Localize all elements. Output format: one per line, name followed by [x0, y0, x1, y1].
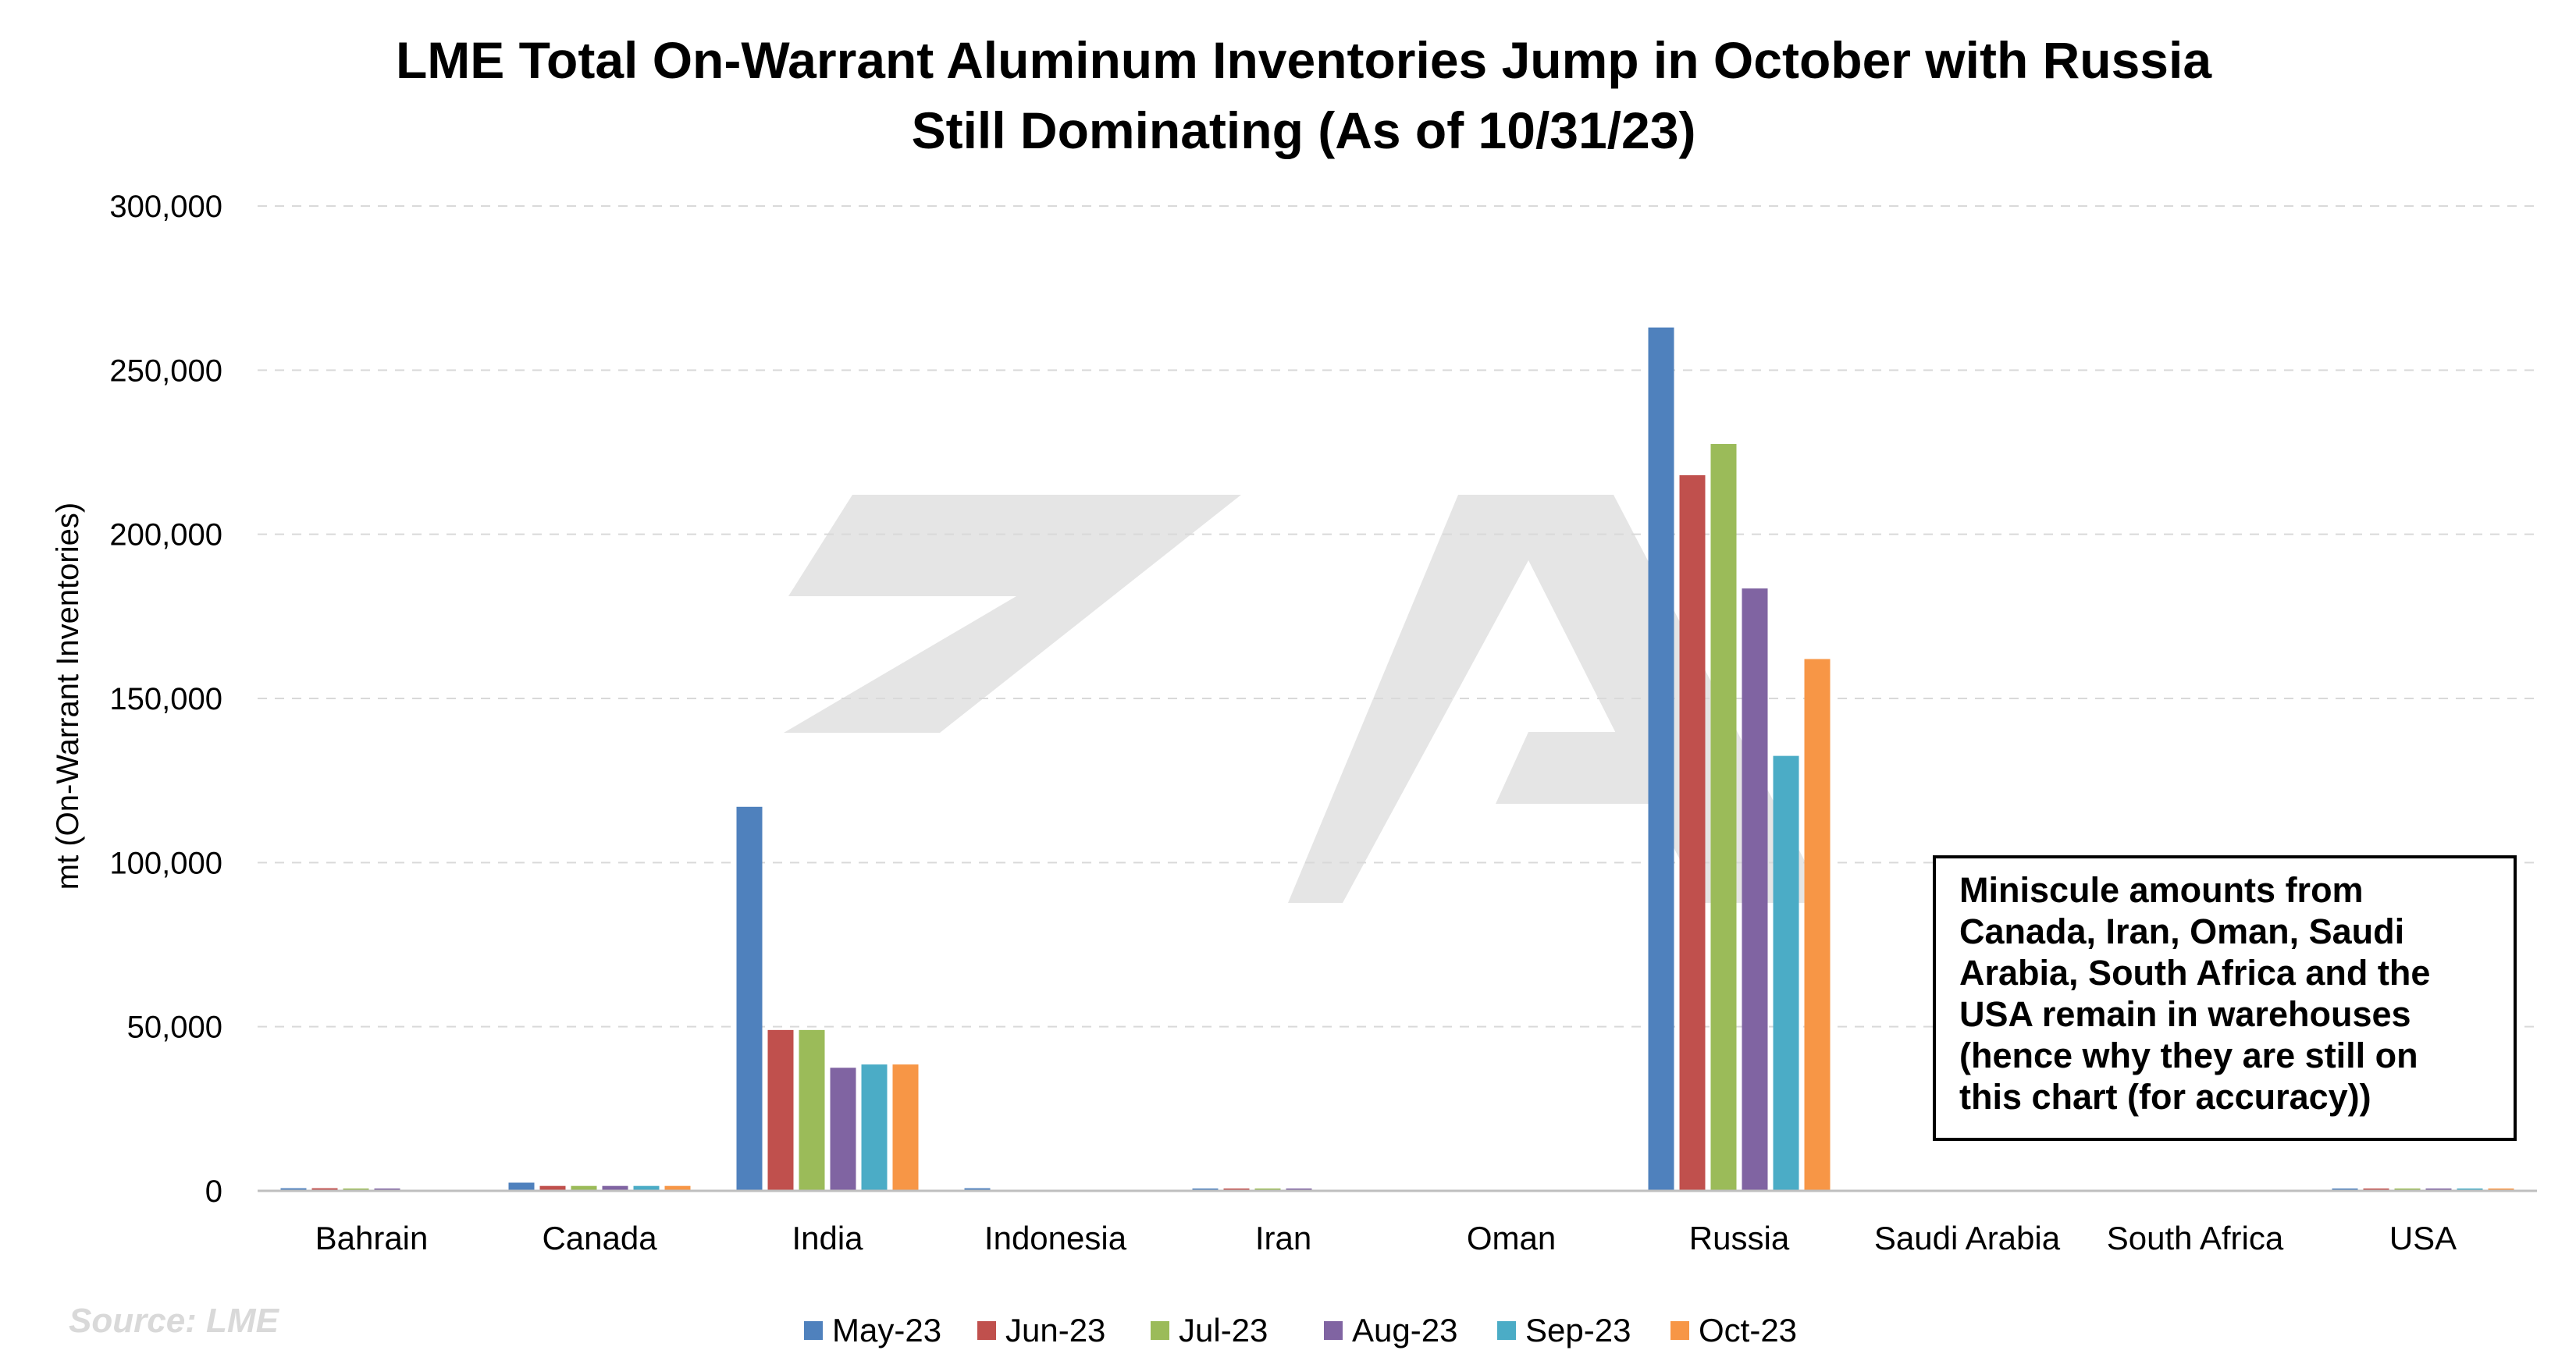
y-tick-label: 200,000	[109, 518, 222, 553]
bar-india-oct-23	[892, 1064, 919, 1191]
x-tick-label: Indonesia	[984, 1220, 1127, 1256]
legend-swatch	[1151, 1321, 1169, 1340]
legend-label: Jul-23	[1179, 1312, 1268, 1348]
y-axis-label: mt (On-Warrant Inventories)	[51, 503, 85, 890]
bars	[280, 327, 2514, 1191]
bar-russia-aug-23	[1742, 588, 1768, 1191]
x-tick-label: South Africa	[2107, 1220, 2284, 1256]
gridlines	[258, 205, 2537, 1028]
bar-canada-jul-23	[571, 1185, 597, 1191]
bar-canada-jun-23	[539, 1185, 566, 1191]
y-tick-label: 150,000	[109, 682, 222, 716]
y-axis-ticks: 0 50,000 100,000 150,000 200,000 250,000 300,0…	[109, 190, 222, 1209]
bar-russia-may-23	[1648, 327, 1674, 1191]
bar-russia-jul-23	[1710, 443, 1737, 1191]
x-tick-label: Oman	[1467, 1220, 1556, 1256]
legend-swatch	[977, 1321, 996, 1340]
legend-label: Jun-23	[1005, 1312, 1105, 1348]
chart-title-line-1: LME Total On-Warrant Aluminum Inventorie…	[396, 31, 2212, 89]
bar-canada-oct-23	[664, 1185, 691, 1191]
bar-canada-aug-23	[602, 1185, 628, 1191]
bar-russia-oct-23	[1804, 659, 1831, 1191]
x-tick-label: USA	[2389, 1220, 2457, 1256]
bar-bahrain-jun-23	[311, 1188, 338, 1191]
legend-swatch	[1670, 1321, 1689, 1340]
x-tick-label: Saudi Arabia	[1874, 1220, 2061, 1256]
x-tick-label: Canada	[542, 1220, 657, 1256]
bar-india-aug-23	[830, 1068, 856, 1191]
bar-india-may-23	[736, 806, 763, 1191]
x-tick-label: Russia	[1689, 1220, 1790, 1256]
bar-canada-may-23	[508, 1182, 535, 1191]
legend-label: Oct-23	[1699, 1312, 1797, 1348]
bar-india-jun-23	[767, 1029, 794, 1191]
bar-russia-sep-23	[1773, 755, 1799, 1191]
bar-india-jul-23	[799, 1029, 825, 1191]
x-tick-label: India	[792, 1220, 863, 1256]
y-tick-label: 300,000	[109, 190, 222, 224]
annotation-box: Miniscule amounts from Canada, Iran, Oma…	[1933, 855, 2517, 1141]
bar-canada-sep-23	[633, 1185, 660, 1191]
bar-bahrain-may-23	[280, 1188, 307, 1191]
legend-label: Aug-23	[1352, 1312, 1457, 1348]
x-tick-label: Iran	[1255, 1220, 1311, 1256]
bar-india-sep-23	[861, 1064, 888, 1191]
legend-label: May-23	[832, 1312, 941, 1348]
bar-indonesia-may-23	[964, 1188, 991, 1191]
legend-swatch	[1497, 1321, 1516, 1340]
x-tick-label: Bahrain	[315, 1220, 429, 1256]
y-tick-label: 250,000	[109, 354, 222, 388]
y-tick-label: 0	[205, 1174, 222, 1209]
chart-title-line-2: Still Dominating (As of 10/31/23)	[912, 101, 1696, 159]
legend-swatch	[804, 1321, 823, 1340]
legend-label: Sep-23	[1525, 1312, 1631, 1348]
source-note: Source: LME	[69, 1302, 279, 1340]
y-tick-label: 100,000	[109, 846, 222, 880]
legend: May-23 Jun-23 Jul-23 Aug-23 Sep-23 Oct-23	[804, 1312, 1797, 1348]
legend-swatch	[1324, 1321, 1343, 1340]
x-axis-ticks: Bahrain Canada India Indonesia Iran Oman Russi…	[315, 1220, 2457, 1256]
bar-russia-jun-23	[1679, 474, 1706, 1191]
y-tick-label: 50,000	[127, 1011, 222, 1045]
